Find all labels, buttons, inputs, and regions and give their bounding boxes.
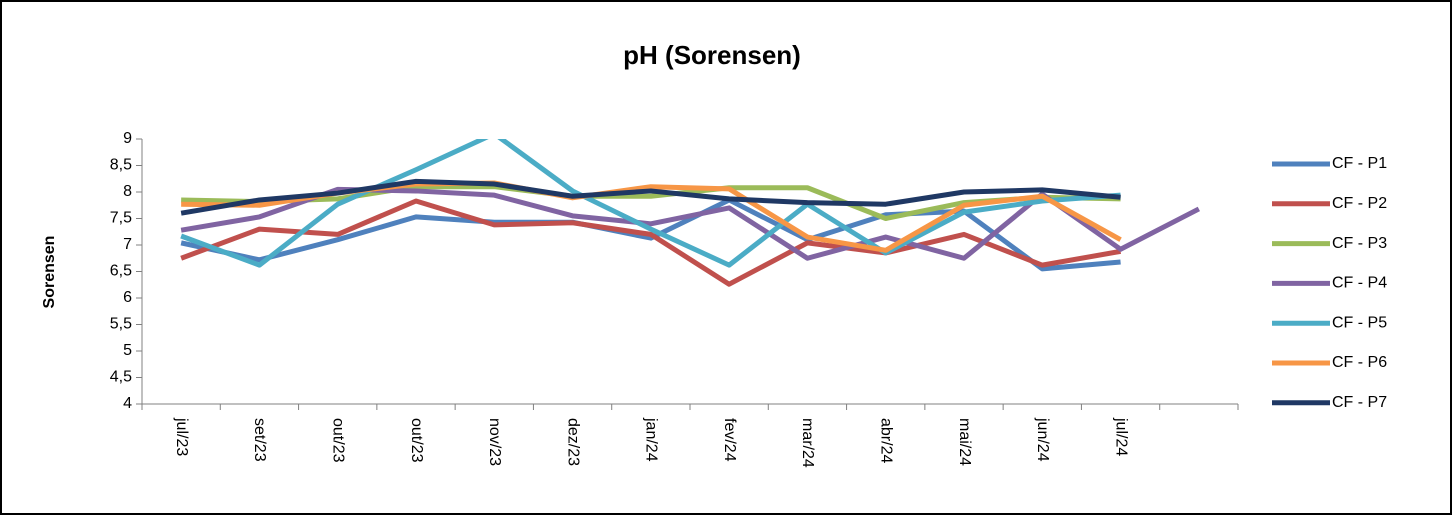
series-line	[180, 178, 1121, 216]
x-tick-label: jan/24	[643, 417, 660, 462]
y-tick-label: 9	[123, 130, 132, 147]
series-line	[180, 198, 1122, 287]
x-tick-label: out/23	[408, 418, 425, 463]
series-line	[180, 139, 1121, 268]
x-tick-label: fev/24	[721, 418, 738, 462]
y-axis-label: Sorensen	[41, 236, 58, 309]
legend-label: CF - P4	[1332, 275, 1387, 292]
x-tick-label: dez/23	[564, 418, 581, 466]
y-tick-label: 5,5	[110, 316, 132, 333]
legend-label: CF - P5	[1332, 314, 1387, 331]
chart-title: pH (Sorensen)	[623, 40, 801, 70]
x-tick-label: jun/24	[1034, 417, 1051, 462]
x-tick-label: jul/24	[1112, 417, 1129, 456]
x-tick-label: set/23	[251, 418, 268, 462]
y-tick-label: 7	[123, 236, 132, 253]
x-tick-label: jul/23	[173, 417, 190, 456]
y-tick-label: 7,5	[110, 210, 132, 227]
x-tick-label: mar/24	[799, 418, 816, 468]
y-tick-label: 8	[123, 183, 132, 200]
y-tick-label: 4,5	[110, 369, 132, 386]
legend-label: CF - P6	[1332, 354, 1387, 371]
legend-label: CF - P3	[1332, 235, 1387, 252]
series-line	[181, 184, 1121, 221]
x-tick-label: out/23	[329, 418, 346, 463]
x-tick-label: nov/23	[486, 418, 503, 466]
y-tick-label: 4	[123, 395, 132, 412]
x-tick-label: abr/24	[877, 418, 894, 463]
legend-label: CF - P7	[1332, 394, 1387, 411]
y-tick-label: 6,5	[110, 263, 132, 280]
x-tick-label: mai/24	[956, 418, 973, 466]
legend-label: CF - P2	[1332, 195, 1387, 212]
legend-label: CF - P1	[1332, 155, 1387, 172]
y-tick-label: 6	[123, 289, 132, 306]
y-tick-label: 5	[123, 342, 132, 359]
plot-area	[180, 139, 1201, 287]
y-tick-label: 8,5	[110, 157, 132, 174]
